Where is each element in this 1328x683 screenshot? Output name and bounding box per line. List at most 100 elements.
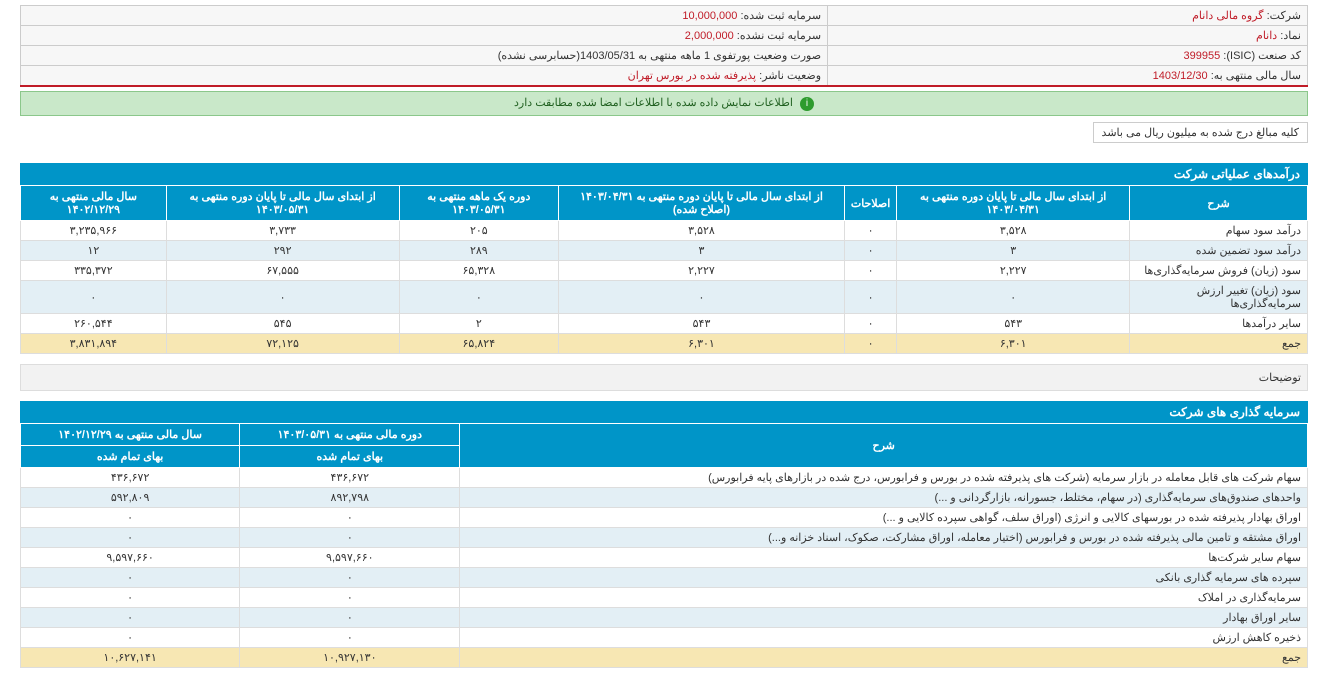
info-icon: i [800,97,814,111]
table1-cell: ۰ [21,281,167,314]
company-info-table: شرکت: گروه مالی دانام سرمایه ثبت شده: 10… [20,5,1308,87]
t2-sub2: بهای تمام شده [21,446,240,468]
section2-title: سرمایه گذاری های شرکت [20,401,1308,423]
table1-cell: ۳,۵۲۸ [559,221,845,241]
table1-cell: ۲۶۰,۵۴۴ [21,314,167,334]
income-table: شرح از ابتدای سال مالی تا پایان دوره منته… [20,185,1308,354]
table2-cell: ۰ [21,528,240,548]
explain-label: توضیحات [21,365,1308,391]
table1-header: دوره یک ماهه منتهی به ۱۴۰۳/۰۵/۳۱ [399,186,559,221]
table1-cell: ۰ [399,281,559,314]
table2-cell: ۰ [240,568,460,588]
table1-cell: ۳ [897,241,1130,261]
table1-cell: ۶۵,۳۲۸ [399,261,559,281]
table1-cell: ۵۴۳ [897,314,1130,334]
table2-cell: ۰ [240,628,460,648]
report-type: صورت وضعیت پورتفوی 1 ماهه منتهی به 1403/… [21,46,828,66]
table2-cell: واحدهای صندوق‌های سرمایه‌گذاری (در سهام،… [460,488,1308,508]
table2-cell: ۹,۵۹۷,۶۶۰ [240,548,460,568]
table2-cell: ۰ [240,608,460,628]
t2-header-main: شرح [460,424,1308,468]
publisher-label: وضعیت ناشر: پذيرفته شده در بورس تهران [21,66,828,87]
table1-cell: ۵۴۵ [166,314,399,334]
table2-cell: سایر اوراق بهادار [460,608,1308,628]
isic-label: کد صنعت (ISIC): 399955 [828,46,1308,66]
table1-cell: ۲ [399,314,559,334]
table1-cell: ۳,۲۳۵,۹۶۶ [21,221,167,241]
table1-cell: ۳,۸۳۱,۸۹۴ [21,334,167,354]
table1-cell: ۰ [844,314,896,334]
currency-note: کلیه مبالغ درج شده به میلیون ریال می باش… [1093,122,1308,143]
table2-cell: سپرده های سرمایه گذاری بانکی [460,568,1308,588]
symbol-label: نماد: دانام [828,26,1308,46]
table1-header: سال مالی منتهی به ۱۴۰۲/۱۲/۲۹ [21,186,167,221]
table1-cell: ۶,۳۰۱ [897,334,1130,354]
table2-cell: ۵۹۲,۸۰۹ [21,488,240,508]
table1-cell: سود (زیان) تغییر ارزش سرمایه‌گذاری‌ها [1130,281,1308,314]
table2-cell: سرمایه‌گذاری در املاک [460,588,1308,608]
table1-header: از ابتدای سال مالی تا پایان دوره منتهی ب… [559,186,845,221]
table2-cell: ۰ [240,528,460,548]
table2-cell: ۰ [21,628,240,648]
table1-cell: ۳ [559,241,845,261]
table2-cell: اوراق بهادار پذیرفته شده در بورسهای کالا… [460,508,1308,528]
table1-header: اصلاحات [844,186,896,221]
t2-sub1: بهای تمام شده [240,446,460,468]
table1-cell: ۲۸۹ [399,241,559,261]
table2-cell: ۰ [21,608,240,628]
table2-cell: اوراق مشتقه و تامین مالی پذیرفته شده در … [460,528,1308,548]
table2-cell: ۰ [21,568,240,588]
table1-cell: ۶۵,۸۲۴ [399,334,559,354]
table2-cell: ۴۳۶,۶۷۲ [240,468,460,488]
table1-cell: ۷۲,۱۲۵ [166,334,399,354]
table1-cell: ۰ [166,281,399,314]
table1-header: شرح [1130,186,1308,221]
table1-cell: ۶,۳۰۱ [559,334,845,354]
table1-cell: درآمد سود تضمین شده [1130,241,1308,261]
status-text: اطلاعات نمایش داده شده با اطلاعات امضا ش… [514,97,793,109]
table1-cell: ۰ [844,281,896,314]
table2-cell: ۱۰,۶۲۷,۱۴۱ [21,648,240,668]
table2-cell: ۸۹۲,۷۹۸ [240,488,460,508]
t2-header-col1: دوره مالی منتهی به ۱۴۰۳/۰۵/۳۱ [240,424,460,446]
table1-cell: ۳,۵۲۸ [897,221,1130,241]
table1-cell: ۰ [844,221,896,241]
table1-cell: سایر درآمدها [1130,314,1308,334]
table1-cell: ۲۰۵ [399,221,559,241]
table2-cell: ۴۳۶,۶۷۲ [21,468,240,488]
section1-title: درآمدهای عملیاتی شرکت [20,163,1308,185]
fiscal-year-label: سال مالی منتهی به: 1403/12/30 [828,66,1308,87]
table1-cell: ۵۴۳ [559,314,845,334]
table2-cell: ذخیره کاهش ارزش [460,628,1308,648]
table2-cell: سهام شرکت های قابل معامله در بازار سرمای… [460,468,1308,488]
table2-cell: ۹,۵۹۷,۶۶۰ [21,548,240,568]
table1-cell: ۰ [844,334,896,354]
table1-cell: درآمد سود سهام [1130,221,1308,241]
status-bar: i اطلاعات نمایش داده شده با اطلاعات امضا… [20,91,1308,116]
capital-unreg-label: سرمایه ثبت نشده: 2,000,000 [21,26,828,46]
table2-cell: ۰ [21,508,240,528]
table1-cell: ۲,۲۲۷ [559,261,845,281]
investment-table: شرح دوره مالی منتهی به ۱۴۰۳/۰۵/۳۱ سال ما… [20,423,1308,668]
table1-cell: ۳,۷۳۳ [166,221,399,241]
capital-reg-label: سرمایه ثبت شده: 10,000,000 [21,6,828,26]
table1-cell: ۲۹۲ [166,241,399,261]
table2-cell: سهام سایر شرکت‌ها [460,548,1308,568]
table1-cell: ۰ [897,281,1130,314]
table1-cell: ۱۲ [21,241,167,261]
table2-cell: ۰ [240,508,460,528]
table2-cell: جمع [460,648,1308,668]
explain-table: توضیحات [20,364,1308,391]
table1-cell: ۲,۲۲۷ [897,261,1130,281]
table1-header: از ابتدای سال مالی تا پایان دوره منتهی ب… [166,186,399,221]
table2-cell: ۱۰,۹۲۷,۱۳۰ [240,648,460,668]
table1-cell: ۰ [559,281,845,314]
table1-cell: ۰ [844,261,896,281]
company-label: شرکت: گروه مالی دانام [828,6,1308,26]
table1-cell: جمع [1130,334,1308,354]
table1-cell: ۳۳۵,۳۷۲ [21,261,167,281]
table2-cell: ۰ [21,588,240,608]
table1-cell: ۰ [844,241,896,261]
t2-header-col2: سال مالی منتهی به ۱۴۰۲/۱۲/۲۹ [21,424,240,446]
table1-cell: ۶۷,۵۵۵ [166,261,399,281]
